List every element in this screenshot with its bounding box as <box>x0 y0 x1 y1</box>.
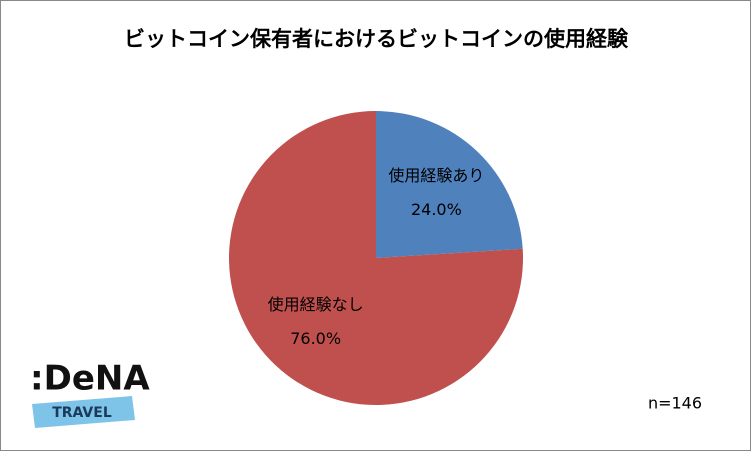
logo-name: :DeNA <box>30 359 150 399</box>
slice-label: 使用経験なし <box>268 295 364 314</box>
value-label: 76.0% <box>290 329 341 348</box>
logo-tagline: TRAVEL <box>52 405 112 421</box>
annotation: n=146 <box>648 394 702 413</box>
pie-slice <box>228 111 523 405</box>
chart-title: ビットコイン保有者におけるビットコインの使用経験 <box>124 27 629 51</box>
value-label: 24.0% <box>411 200 462 219</box>
logo: :DeNA TRAVEL <box>30 359 150 428</box>
slice-label: 使用経験あり <box>388 166 484 185</box>
logo-band <box>32 396 135 428</box>
pie-slice <box>376 111 523 258</box>
